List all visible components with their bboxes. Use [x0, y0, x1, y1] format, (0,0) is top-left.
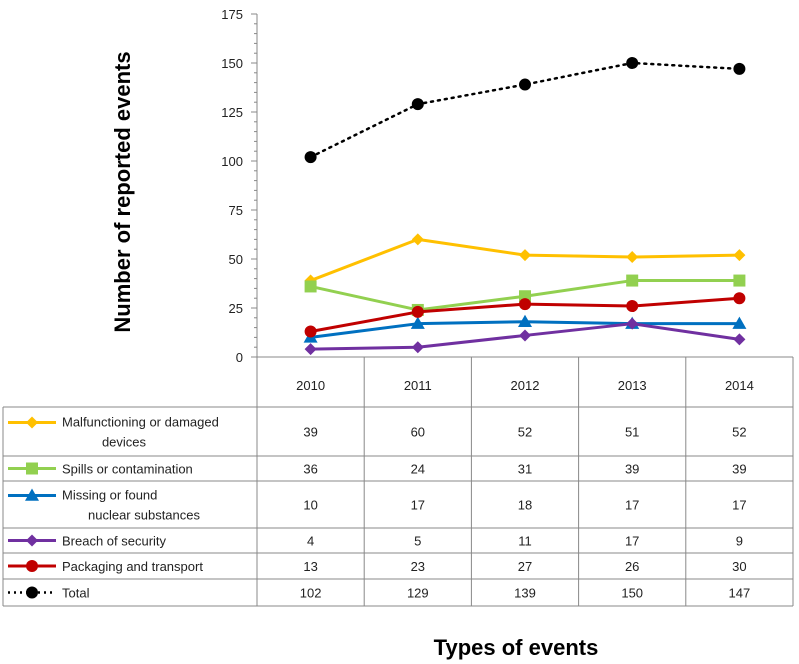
legend-marker-packaging-and-transport: [26, 560, 38, 572]
data-point-malfunctioning-or-damaged-devices: [519, 249, 531, 262]
data-point-spills-or-contamination: [733, 274, 746, 287]
data-point-spills-or-contamination: [304, 280, 317, 293]
data-point-breach-of-security: [519, 329, 531, 342]
data-label: 4: [307, 534, 314, 549]
data-point-total: [411, 98, 424, 111]
legend-label-malfunctioning-or-damaged-devices: Malfunctioning or damaged: [62, 415, 219, 430]
data-point-packaging-and-transport: [519, 298, 531, 311]
y-tick-label: 175: [221, 7, 243, 22]
y-tick-label: 100: [221, 154, 243, 169]
data-label: 27: [518, 559, 532, 574]
data-label: 39: [625, 462, 639, 477]
data-point-malfunctioning-or-damaged-devices: [626, 251, 639, 264]
x-tick-label: 2013: [618, 378, 647, 393]
data-table: 2010 2011 2012 2013 2014 Malfunctioning or da…: [2, 356, 794, 607]
data-point-packaging-and-transport: [304, 325, 317, 338]
data-point-spills-or-contamination: [626, 274, 639, 287]
legend-label-missing-or-found-nuclear-substances-line2: nuclear substances: [88, 508, 201, 523]
data-point-packaging-and-transport: [411, 305, 424, 318]
data-label: 51: [625, 425, 639, 440]
data-label: 129: [407, 586, 429, 601]
data-point-total: [626, 57, 639, 69]
y-axis-label: Number of reported events: [110, 51, 135, 332]
data-label: 52: [518, 425, 532, 440]
data-label: 18: [518, 498, 532, 513]
legend-label-packaging-and-transport: Packaging and transport: [62, 559, 203, 574]
y-tick-label: 50: [229, 252, 243, 267]
data-label: 17: [625, 534, 639, 549]
axis-layer: 0 25 50 75 100 125 150 175: [221, 7, 258, 365]
data-label: 17: [411, 498, 425, 513]
data-label: 9: [736, 534, 743, 549]
data-point-total: [733, 62, 746, 75]
y-tick-label: 75: [229, 203, 243, 218]
x-axis-label: Types of events: [434, 635, 599, 660]
data-label: 36: [303, 462, 317, 477]
data-label: 31: [518, 462, 532, 477]
x-tick-label: 2010: [296, 378, 325, 393]
data-point-total: [304, 151, 317, 164]
data-label: 10: [303, 498, 317, 513]
data-point-malfunctioning-or-damaged-devices: [411, 233, 424, 246]
data-label: 52: [732, 425, 746, 440]
data-point-malfunctioning-or-damaged-devices: [733, 249, 746, 262]
data-label: 17: [732, 498, 746, 513]
data-label: 13: [303, 559, 317, 574]
data-label: 39: [303, 425, 317, 440]
data-point-breach-of-security: [626, 317, 639, 330]
data-point-missing-or-found-nuclear-substances: [732, 316, 747, 329]
data-point-packaging-and-transport: [733, 292, 746, 305]
legend-marker-missing-or-found-nuclear-substances: [25, 488, 39, 501]
data-point-missing-or-found-nuclear-substances: [518, 314, 532, 327]
data-point-breach-of-security: [304, 343, 317, 356]
data-label: 60: [411, 425, 425, 440]
legend-marker-total: [26, 586, 38, 599]
y-tick-label: 150: [221, 56, 243, 71]
series-line-total: [309, 61, 741, 159]
y-tick-label: 0: [236, 350, 243, 365]
legend-marker-malfunctioning-or-damaged-devices: [26, 416, 38, 429]
y-tick-label: 125: [221, 105, 243, 120]
data-label: 11: [518, 534, 532, 549]
data-label: 102: [300, 586, 322, 601]
x-tick-label: 2012: [511, 378, 540, 393]
data-label: 17: [625, 498, 639, 513]
data-label: 24: [411, 462, 425, 477]
legend-label-spills-or-contamination: Spills or contamination: [62, 462, 193, 477]
legend-label-breach-of-security: Breach of security: [62, 534, 167, 549]
x-tick-label: 2014: [725, 378, 754, 393]
data-label: 5: [414, 534, 421, 549]
data-label: 26: [625, 559, 639, 574]
series-layer: [303, 57, 747, 356]
data-point-packaging-and-transport: [626, 300, 639, 313]
legend-label-total: Total: [62, 586, 90, 601]
data-label: 23: [411, 559, 425, 574]
data-point-breach-of-security: [411, 341, 424, 354]
data-point-missing-or-found-nuclear-substances: [410, 316, 425, 329]
data-label: 30: [732, 559, 746, 574]
legend-label-malfunctioning-or-damaged-devices-line2: devices: [102, 435, 147, 450]
data-point-total: [519, 78, 531, 91]
legend-marker-breach-of-security: [26, 534, 38, 547]
y-tick-label: 25: [229, 301, 243, 316]
legend-label-missing-or-found-nuclear-substances: Missing or found: [62, 488, 157, 503]
data-point-breach-of-security: [733, 333, 746, 346]
data-label: 150: [621, 586, 643, 601]
data-label: 139: [514, 586, 536, 601]
x-tick-label: 2011: [404, 378, 432, 393]
data-label: 39: [732, 462, 746, 477]
data-label: 147: [729, 586, 751, 601]
legend-marker-spills-or-contamination: [26, 462, 38, 475]
